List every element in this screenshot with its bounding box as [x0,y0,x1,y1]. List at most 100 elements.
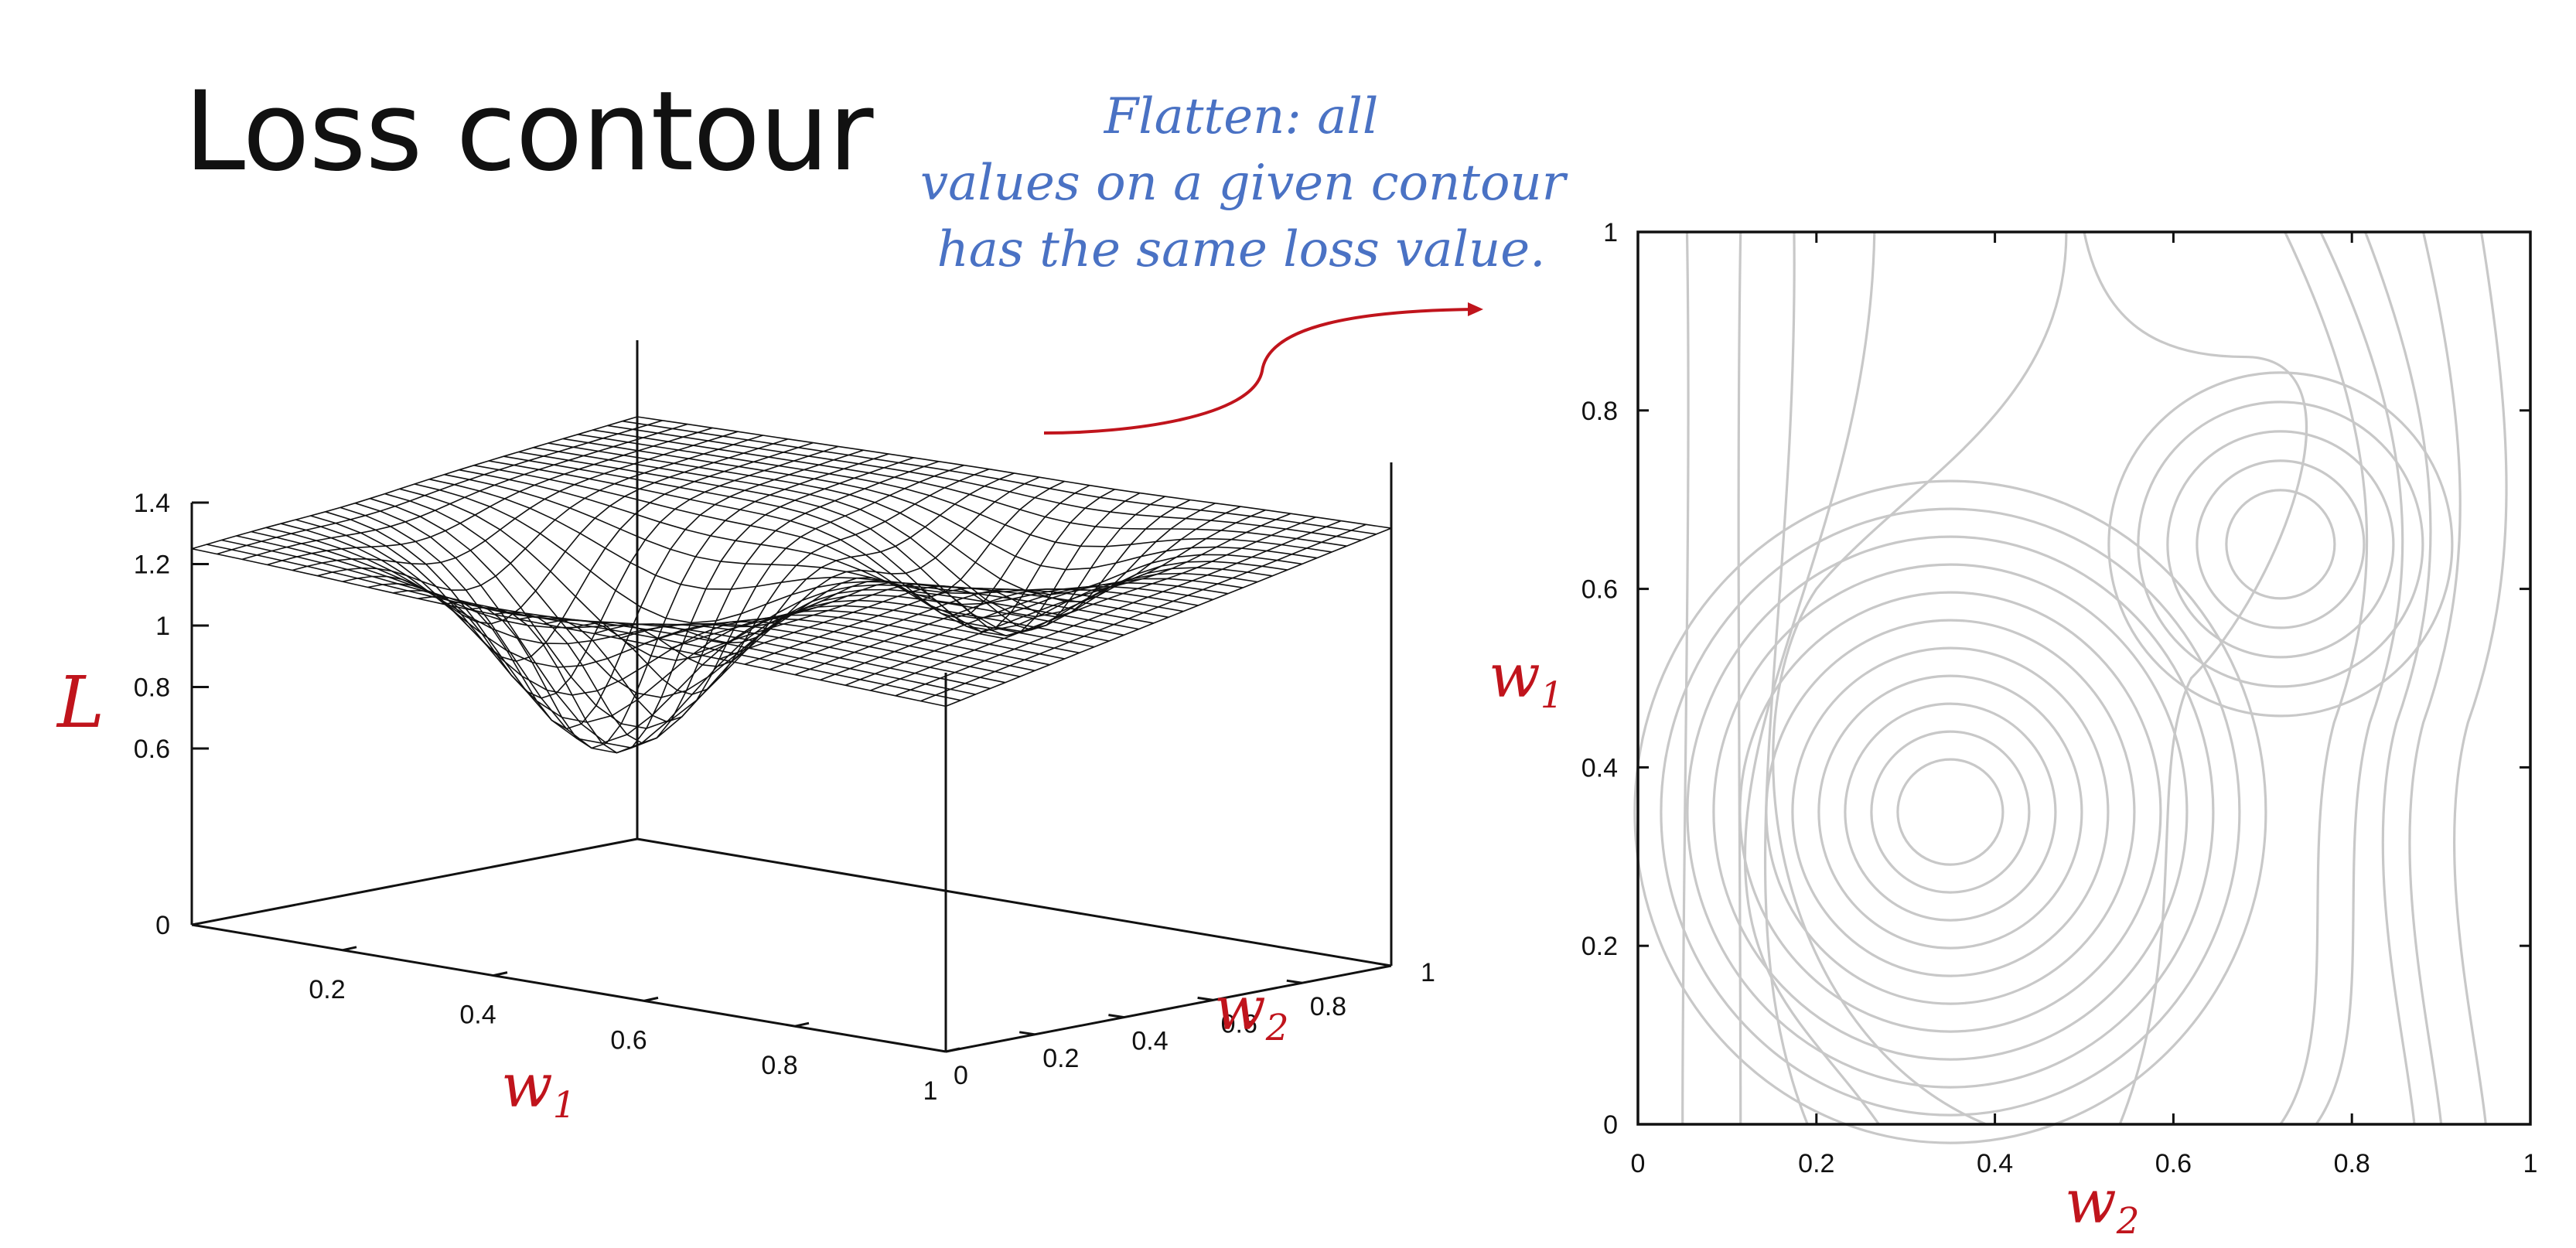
z-tick-label: 0.8 [134,673,170,703]
contour-line [1633,479,2267,1144]
x-tick [493,971,508,977]
y-tick-label: 1 [1421,958,1435,987]
contour-line [1817,674,2083,950]
x-tick-label: 0.6 [2155,1149,2192,1178]
axis-label-subscript: 2 [2116,1201,2140,1243]
mesh-line [870,517,1316,691]
annotation-line: Flatten: all [1104,88,1379,145]
y-tick-label: 0.6 [1221,1009,1257,1038]
contour-line [2083,231,2308,1125]
mesh-line [578,434,1332,553]
contour-line [2196,459,2366,629]
slide-title: Loss contour [184,68,873,196]
contour-line [1791,646,2110,977]
contour-line [2107,371,2454,718]
mesh-line [622,420,1377,535]
y-tick-label: 0.4 [1131,1027,1168,1056]
contour-line [1712,563,2189,1061]
back-base-line [191,837,638,926]
z-tick-label: 1.4 [134,489,170,518]
surface-x-axis-label: w1 [501,1052,576,1127]
back-base-line [636,837,1392,967]
x-tick-label: 1 [2523,1149,2538,1178]
y-tick [1108,1014,1124,1019]
y-tick [1018,1031,1036,1036]
contour-line [1738,591,2162,1033]
x-tick-label: 0.6 [610,1025,647,1055]
y-tick-label: 0.8 [1581,397,1618,426]
contour-line [1870,730,2031,894]
contour-line [2315,231,2404,1125]
x-tick-label: 0.2 [1798,1149,1834,1178]
contour-line [2364,231,2432,1125]
axis-label-text: w [1489,642,1540,711]
mesh-line [592,429,1347,547]
contour-line [1681,231,1690,1125]
axis-label-subscript: 2 [1265,1008,1289,1050]
axis-label-subscript: 1 [552,1085,576,1127]
annotation-line: has the same loss value. [937,221,1546,278]
plot-frame [1636,230,2532,1126]
y-tick-label: 0.4 [1581,753,1618,783]
x-tick-label: 0.4 [459,1001,496,1030]
x-tick-label: 1 [923,1076,938,1106]
w1-axis-line [191,923,947,1053]
z-tick-label: 0 [155,911,170,940]
w2-axis-line [945,964,1392,1053]
contour-line [2166,430,2395,659]
mesh-line [945,527,1392,708]
contour-line [1737,231,1742,1125]
contour-ticks: 0 0.2 0.4 0.6 0.8 1 0 0.2 0.4 0.6 0.8 1 [1581,218,2538,1178]
x-tick-label: 0.8 [761,1051,797,1080]
contour-frame [1636,230,2532,1126]
contour-line [1743,231,1880,1125]
annotation-note: Flatten: all values on a given contour h… [920,84,1566,283]
mesh-line [920,523,1366,702]
mesh-line [636,416,1392,529]
x-tick-label: 0.2 [309,975,345,1004]
z-tick-label: 0.6 [134,735,170,764]
contour-line [1772,231,2068,1126]
z-tick-label: 1.2 [134,551,170,580]
y-tick-label: 0 [954,1061,968,1090]
annotation-line: values on a given contour [920,155,1566,212]
contour-line [2137,401,2424,688]
contour-line [2453,231,2508,1125]
arrow-head [1468,302,1483,316]
axis-label-text: w [501,1052,553,1121]
x-tick [342,946,357,952]
axis-label-text: w [1214,974,1266,1044]
y-tick-label: 1 [1603,218,1618,247]
mesh-line [562,438,1318,571]
x-tick-label: 0.4 [1977,1149,2013,1178]
axis-label-subscript: 1 [1540,675,1564,718]
y-tick-label: 0.2 [1042,1044,1079,1073]
mesh-line [844,513,1291,686]
surface-ticks: 00.60.811.21.40.20.40.60.8100.20.40.60.8… [134,489,1435,1106]
contour-y-axis-label: w1 [1489,642,1564,717]
contour-line [1844,702,2057,922]
surface-y-axis-label: w2 [1214,974,1289,1049]
mesh-line [607,425,1362,541]
contour-line [1765,619,2136,1005]
x-tick [643,996,659,1002]
contour-line [2408,231,2462,1125]
contour-x-axis-label: w2 [2065,1168,2140,1243]
y-tick-label: 0.2 [1581,932,1618,961]
surface-z-axis-label: L [57,661,105,744]
y-tick [1197,996,1213,1001]
mesh-line [895,520,1342,697]
contour-line [1763,231,1809,1125]
surface-mesh [191,416,1392,754]
contour-line [1896,758,2005,866]
contour-lines [1633,231,2508,1144]
y-tick-label: 0 [1603,1110,1618,1140]
contour-line [1686,535,2215,1089]
x-tick [945,1047,960,1053]
contour-line [2279,231,2369,1125]
y-tick-label: 0.8 [1310,992,1346,1021]
axis-label-text: w [2065,1168,2117,1237]
